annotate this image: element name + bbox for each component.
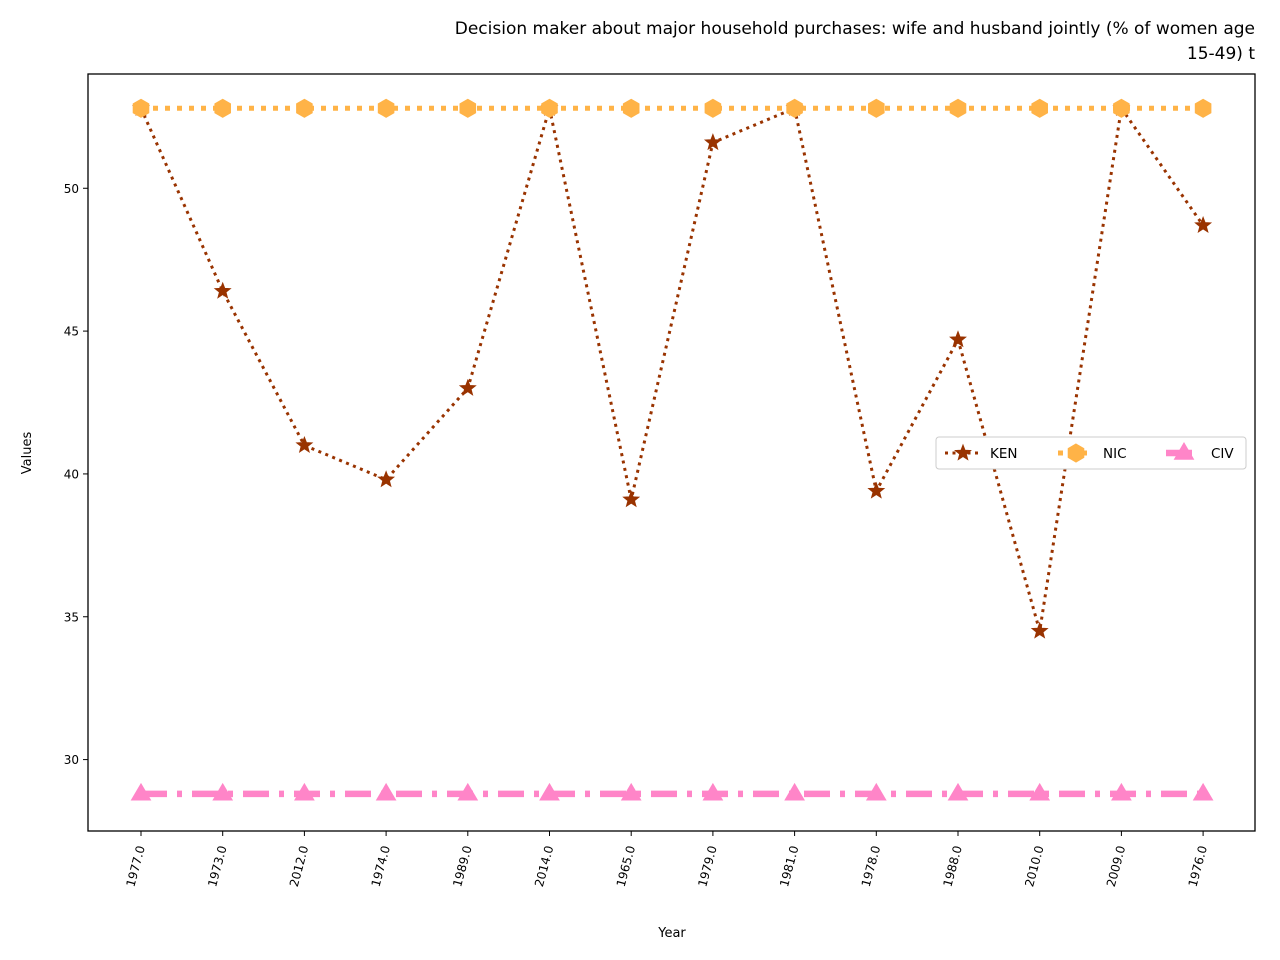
data-point-civ — [457, 782, 479, 801]
data-point-ken — [867, 481, 886, 499]
legend-item-civ: CIV — [1166, 442, 1234, 462]
data-point-nic — [786, 98, 803, 118]
plot-area — [130, 98, 1214, 801]
data-point-nic — [541, 98, 558, 118]
data-point-ken — [1194, 215, 1213, 234]
y-tick-label: 40 — [64, 467, 79, 481]
data-point-nic — [377, 98, 395, 118]
data-point-civ — [1111, 782, 1132, 801]
chart-title-line-1: Decision maker about major household pur… — [455, 19, 1255, 39]
data-point-nic — [622, 98, 640, 118]
data-point-civ — [865, 782, 887, 801]
data-point-civ — [1192, 782, 1214, 801]
data-point-ken — [377, 470, 396, 488]
data-point-civ — [294, 782, 315, 801]
series-nic — [132, 98, 1212, 118]
data-point-ken — [295, 435, 314, 453]
data-point-civ — [947, 782, 969, 801]
y-axis: 30 35 40 45 50 — [64, 182, 88, 767]
data-point-civ — [1029, 782, 1051, 801]
data-point-nic — [132, 98, 150, 118]
data-point-ken — [458, 378, 477, 396]
chart-title-line-2: 15-49) t — [1187, 44, 1255, 64]
data-point-nic — [1113, 98, 1130, 118]
data-point-civ — [212, 782, 234, 801]
data-point-civ — [375, 782, 397, 801]
legend-label: CIV — [1211, 446, 1234, 462]
legend-item-ken: KEN — [945, 443, 1017, 462]
y-tick-label: 30 — [64, 753, 79, 767]
legend-marker — [1173, 442, 1195, 460]
y-tick-label: 35 — [64, 610, 79, 624]
data-point-civ — [702, 782, 724, 801]
data-point-nic — [704, 98, 722, 118]
data-point-nic — [949, 98, 967, 118]
plot-frame — [87, 73, 1256, 832]
legend-marker — [954, 443, 972, 461]
data-point-nic — [459, 98, 477, 118]
data-point-civ — [539, 782, 560, 801]
legend-label: NIC — [1103, 446, 1127, 462]
x-axis-title: Year — [657, 926, 686, 941]
series-civ — [130, 782, 1214, 801]
data-point-ken — [703, 133, 722, 151]
legend-box — [935, 436, 1247, 470]
legend-item-nic: NIC — [1058, 443, 1127, 463]
data-point-civ — [784, 782, 805, 801]
data-point-nic — [868, 98, 885, 118]
y-tick-label: 50 — [64, 182, 79, 196]
legend-marker — [1067, 443, 1085, 463]
data-point-civ — [130, 782, 152, 801]
legend: KEN NIC CIV — [935, 436, 1247, 470]
data-point-civ — [620, 782, 642, 801]
data-point-nic — [1031, 98, 1048, 118]
data-point-nic — [296, 98, 313, 118]
legend-label: KEN — [990, 446, 1017, 462]
data-point-ken — [213, 281, 232, 299]
y-tick-label: 45 — [64, 325, 79, 339]
data-point-ken — [622, 490, 641, 508]
y-axis-title: Values — [20, 432, 35, 475]
data-point-ken — [1030, 621, 1049, 639]
data-point-nic — [1194, 98, 1212, 118]
data-point-nic — [214, 98, 231, 118]
data-point-ken — [949, 330, 967, 348]
